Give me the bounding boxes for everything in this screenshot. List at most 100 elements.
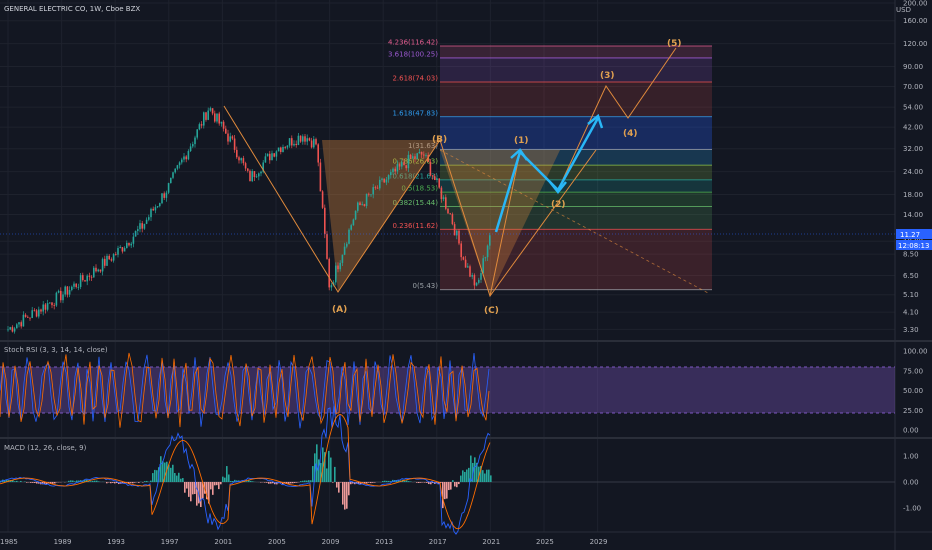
macd-hist-bar	[292, 482, 294, 484]
grid	[0, 0, 895, 532]
trend-dashed-line	[439, 149, 711, 295]
macd-hist-bar	[408, 481, 410, 482]
fibonacci-extension[interactable]: 4.236(116.42) 3.618(100.25) 2.618(74.03) 1.…	[388, 39, 712, 291]
macd-hist-bar	[340, 482, 342, 483]
candle-body	[396, 164, 399, 172]
candle-body	[352, 219, 355, 226]
fib-level-label: 0(5.43)	[412, 282, 438, 290]
candle-body	[390, 172, 392, 176]
time-tick: 1997	[161, 538, 179, 546]
macd-hist-bar	[476, 462, 478, 482]
macd-hist-bar	[302, 480, 304, 482]
macd-hist-bar	[174, 473, 176, 482]
candle-body	[299, 135, 302, 142]
macd-hist-bar	[132, 482, 134, 484]
macd-hist-bar	[98, 481, 100, 482]
fib-band	[440, 82, 712, 117]
macd-hist-bar	[410, 481, 412, 482]
candle-body	[163, 193, 165, 198]
candle-body	[60, 290, 62, 301]
macd-hist-bar	[30, 482, 32, 483]
candle-body	[172, 172, 174, 178]
macd-hist-bar	[226, 466, 228, 482]
time-axis[interactable]: 1985 1989 1993 1997 2001 2005 2009 2013 2017 2021…	[0, 538, 607, 546]
macd-hist-bar	[68, 480, 70, 482]
candle-body	[225, 128, 227, 134]
time-tick: 2009	[322, 538, 340, 546]
macd-hist-bar	[230, 480, 232, 482]
macd-tick: 1.00	[903, 453, 919, 461]
macd-hist-bar	[186, 482, 188, 489]
candle-body	[156, 206, 159, 208]
candle-body	[478, 279, 480, 283]
fib-level-label: 0.786(26.03)	[392, 158, 438, 166]
macd-hist-bar	[370, 482, 372, 484]
stoch-axis: 100.00 75.00 50.00 25.00 0.00	[903, 348, 928, 435]
macd-hist-bar	[86, 479, 88, 482]
candle-body	[181, 159, 183, 163]
chart-title: GENERAL ELECTRIC CO, 1W, Cboe BZX	[4, 5, 140, 13]
candle-body	[176, 165, 179, 169]
macd-hist-bar	[282, 482, 284, 485]
macd-hist-bar	[396, 480, 398, 482]
macd-axis: 1.00 0.00 -1.00	[903, 453, 921, 513]
candle-body	[233, 138, 236, 150]
macd-hist-bar	[312, 466, 314, 482]
time-tick: 1993	[107, 538, 125, 546]
time-tick: 2021	[482, 538, 500, 546]
macd-hist-bar	[170, 467, 172, 482]
candle-body	[464, 259, 467, 268]
candle-body	[161, 193, 163, 204]
macd-hist-bar	[168, 464, 170, 482]
fib-level-label: 0.5(18.53)	[401, 185, 438, 193]
abc-triangle-left	[322, 140, 440, 292]
candle-body	[335, 265, 337, 283]
candle-body	[121, 247, 124, 252]
candle-body	[112, 254, 115, 261]
candle-body	[337, 265, 339, 270]
macd-hist-bar	[294, 482, 296, 483]
candle-body	[20, 322, 22, 327]
candle-body	[27, 316, 29, 318]
macd-hist-bar	[220, 482, 222, 485]
candle-body	[236, 149, 238, 158]
macd-hist-bar	[428, 482, 430, 485]
macd-hist-bar	[456, 482, 458, 488]
fib-level-label: 2.618(74.03)	[392, 75, 438, 83]
macd-hist-bar	[150, 480, 152, 482]
macd-hist-bar	[438, 482, 440, 484]
macd-hist-bar	[134, 482, 136, 483]
macd-hist-bar	[106, 482, 108, 484]
macd-hist-bar	[152, 473, 154, 482]
candle-body	[275, 151, 278, 157]
price-axis[interactable]: 200.00 160.00 120.00 90.00 70.00 54.00 42.00 32…	[903, 0, 928, 334]
candle-body	[66, 286, 69, 295]
macd-hist-bar	[346, 482, 348, 509]
macd-hist-bar	[470, 455, 472, 482]
macd-hist-bar	[210, 482, 212, 490]
macd-hist-bar	[112, 482, 114, 483]
candle-body	[145, 219, 148, 224]
macd-hist-bar	[42, 482, 44, 485]
candle-body	[75, 283, 77, 288]
time-tick: 2029	[590, 538, 608, 546]
macd-hist-bar	[96, 480, 98, 482]
macd-histogram	[0, 405, 492, 535]
stoch-d-line	[0, 352, 490, 428]
macd-hist-bar	[52, 482, 54, 484]
candle-body	[354, 210, 357, 220]
macd-hist-bar	[144, 481, 146, 482]
price-tick: 4.10	[903, 309, 919, 317]
macd-hist-bar	[390, 481, 392, 482]
candle-body	[401, 162, 403, 167]
fib-band	[440, 57, 712, 83]
macd-hist-bar	[248, 480, 250, 482]
time-tick: 2013	[375, 538, 393, 546]
macd-hist-bar	[44, 482, 46, 485]
candle-body	[108, 255, 110, 260]
fib-band	[440, 206, 712, 230]
macd-hist-bar	[260, 482, 262, 483]
candle-body	[178, 162, 181, 166]
macd-hist-bar	[448, 482, 450, 491]
